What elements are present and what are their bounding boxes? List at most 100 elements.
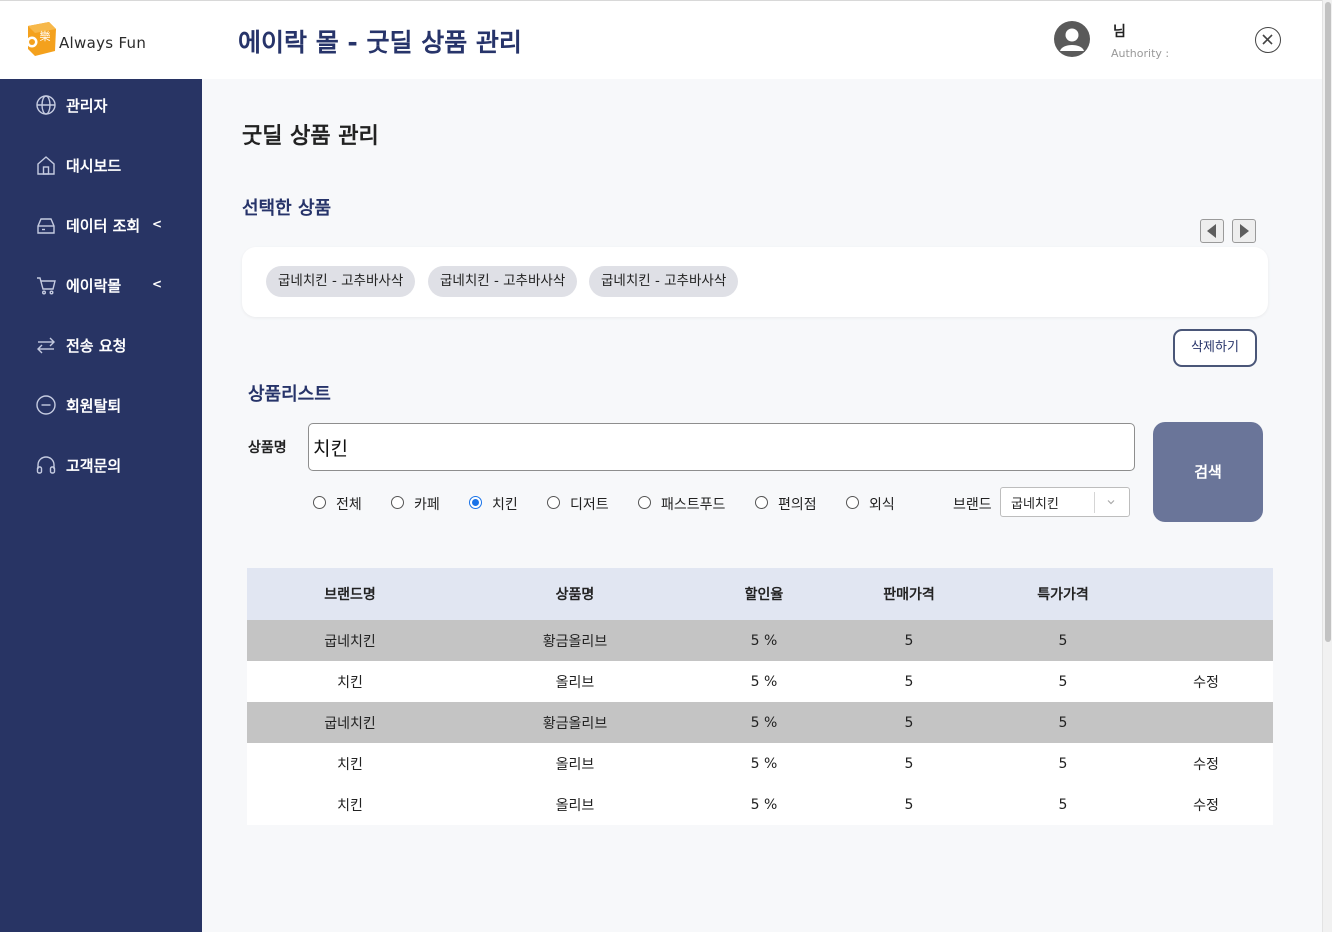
product-cell: 올리브 <box>555 797 595 814</box>
column-header <box>1139 568 1273 620</box>
column-header: 판매가격 <box>883 587 935 603</box>
sidebar-item-label: 에이락몰 <box>66 277 122 295</box>
home-icon <box>37 156 55 175</box>
table-row[interactable]: 치킨 올리브 5 % 5 5 수정 <box>247 743 1273 784</box>
price-cell: 5 <box>904 714 914 731</box>
radio-label: 외식 <box>869 497 895 513</box>
radio-label: 카페 <box>414 497 440 513</box>
special-price-cell: 5 <box>1058 632 1068 649</box>
selected-product-chip[interactable]: 굽네치킨 - 고추바사삭 <box>589 266 739 297</box>
radio-circle-icon <box>755 496 768 509</box>
column-header: 브랜드명 <box>324 587 376 603</box>
special-price-cell: 5 <box>1058 755 1068 772</box>
price-cell: 5 <box>904 632 914 649</box>
always-fun-logo-icon: 樂 <box>26 22 56 56</box>
page-header-title: 에이락 몰 - 굿딜 상품 관리 <box>238 28 522 57</box>
chevron-down-icon <box>1107 500 1115 505</box>
radio-label: 치킨 <box>492 497 518 513</box>
user-name: 님 <box>1113 24 1126 40</box>
search-button[interactable]: 검색 <box>1153 422 1263 522</box>
close-button[interactable] <box>1255 27 1281 53</box>
product-cell: 올리브 <box>555 674 595 691</box>
brand-cell: 치킨 <box>337 674 363 691</box>
table-row[interactable]: 치킨 올리브 5 % 5 5 수정 <box>247 784 1273 825</box>
triangle-right-icon <box>1240 224 1249 238</box>
discount-cell: 5 % <box>750 796 778 813</box>
brand-cell: 치킨 <box>337 756 363 773</box>
next-arrow-button[interactable] <box>1232 219 1256 243</box>
sidebar-item-dashboard[interactable]: 대시보드 <box>0 145 202 185</box>
sidebar-item-label: 데이터 조회 <box>66 217 141 235</box>
brand-cell: 굽네치킨 <box>324 633 376 650</box>
transfer-icon <box>37 337 55 354</box>
discount-cell: 5 % <box>750 714 778 731</box>
user-avatar-icon[interactable] <box>1054 21 1090 57</box>
chevron-left-icon: < <box>152 277 163 291</box>
price-cell: 5 <box>904 796 914 813</box>
action-cell <box>1139 702 1273 743</box>
radio-circle-icon <box>846 496 859 509</box>
sidebar-item-customer-inquiry[interactable]: 고객문의 <box>0 445 202 485</box>
radio-circle-icon <box>547 496 560 509</box>
sidebar-item-alock-mall[interactable]: 에이락몰 < <box>0 265 202 305</box>
table-header: 브랜드명 상품명 할인율 판매가격 특가가격 <box>247 568 1273 620</box>
table-row[interactable]: 굽네치킨 황금올리브 5 % 5 5 <box>247 702 1273 743</box>
special-price-cell: 5 <box>1058 714 1068 731</box>
sidebar-item-admin[interactable]: 관리자 <box>0 85 202 125</box>
brand-select[interactable]: 굽네치킨 <box>1000 487 1130 517</box>
selected-product-chip[interactable]: 굽네치킨 - 고추바사삭 <box>266 266 416 297</box>
edit-link[interactable]: 수정 <box>1193 756 1219 773</box>
database-icon <box>37 218 55 234</box>
price-cell: 5 <box>904 673 914 690</box>
triangle-left-icon <box>1207 224 1216 238</box>
discount-cell: 5 % <box>750 673 778 690</box>
radio-label: 전체 <box>336 497 362 513</box>
edit-link[interactable]: 수정 <box>1193 797 1219 814</box>
product-cell: 황금올리브 <box>542 633 608 650</box>
logo[interactable]: 樂 Always Fun <box>25 20 165 60</box>
radio-label: 패스트푸드 <box>661 497 726 513</box>
product-list-title: 상품리스트 <box>248 384 331 405</box>
scrollbar-thumb[interactable] <box>1325 2 1331 642</box>
edit-link[interactable]: 수정 <box>1193 674 1219 691</box>
logo-text: Always Fun <box>59 34 147 52</box>
chevron-left-icon: < <box>152 217 163 231</box>
table-row[interactable]: 치킨 올리브 5 % 5 5 수정 <box>247 661 1273 702</box>
brand-label: 브랜드 <box>953 497 992 513</box>
radio-circle-icon <box>391 496 404 509</box>
special-price-cell: 5 <box>1058 673 1068 690</box>
radio-circle-icon <box>313 496 326 509</box>
select-divider <box>1094 492 1095 513</box>
close-icon <box>1262 34 1273 45</box>
sidebar-item-data-lookup[interactable]: 데이터 조회 < <box>0 205 202 245</box>
column-header: 할인율 <box>744 587 784 603</box>
table-row[interactable]: 굽네치킨 황금올리브 5 % 5 5 <box>247 620 1273 661</box>
delete-button[interactable]: 삭제하기 <box>1173 329 1257 367</box>
sidebar-item-label: 전송 요청 <box>66 337 127 355</box>
sidebar-item-label: 대시보드 <box>66 157 122 175</box>
page-title: 굿딜 상품 관리 <box>242 124 379 149</box>
page-scrollbar[interactable] <box>1322 0 1332 932</box>
column-header: 특가가격 <box>1037 587 1089 603</box>
action-cell <box>1139 620 1273 661</box>
radio-selected-icon <box>469 496 482 509</box>
product-table: 브랜드명 상품명 할인율 판매가격 특가가격 굽네치킨 황금올리브 5 % 5 … <box>247 568 1273 825</box>
product-cell: 황금올리브 <box>542 715 608 732</box>
sidebar-item-label: 회원탈퇴 <box>66 397 122 415</box>
column-header: 상품명 <box>555 587 595 603</box>
sidebar-item-withdraw-member[interactable]: 회원탈퇴 <box>0 385 202 425</box>
prev-arrow-button[interactable] <box>1200 219 1224 243</box>
sidebar-item-transfer-request[interactable]: 전송 요청 <box>0 325 202 365</box>
headset-icon <box>36 456 56 474</box>
special-price-cell: 5 <box>1058 796 1068 813</box>
product-search-input[interactable] <box>308 423 1135 471</box>
sidebar: 관리자 대시보드 데이터 조회 < 에이락몰 < 전송 요청 회원탈퇴 <box>0 79 202 932</box>
app-header: 樂 Always Fun 에이락 몰 - 굿딜 상품 관리 님 Authorit… <box>0 0 1322 79</box>
sidebar-item-label: 고객문의 <box>66 457 122 475</box>
selected-products-title: 선택한 상품 <box>242 198 332 219</box>
brand-cell: 굽네치킨 <box>324 715 376 732</box>
brand-cell: 치킨 <box>337 797 363 814</box>
selected-product-chip[interactable]: 굽네치킨 - 고추바사삭 <box>428 266 578 297</box>
user-authority: Authority : <box>1111 47 1170 60</box>
product-cell: 올리브 <box>555 756 595 773</box>
